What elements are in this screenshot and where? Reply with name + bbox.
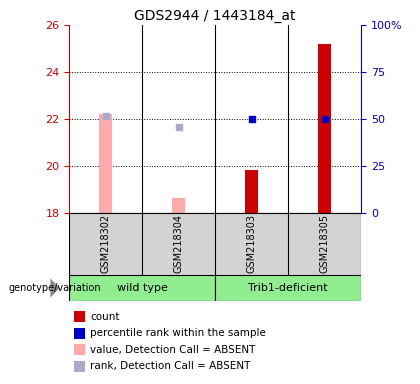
Bar [215,275,361,301]
Text: Trib1-deficient: Trib1-deficient [248,283,328,293]
Bar [172,198,185,213]
Text: GSM218304: GSM218304 [174,214,184,273]
Text: GSM218305: GSM218305 [320,214,330,273]
Bar [99,114,113,213]
Bar [245,170,258,213]
Text: GSM218302: GSM218302 [101,214,111,273]
Text: value, Detection Call = ABSENT: value, Detection Call = ABSENT [90,345,256,355]
Text: genotype/variation: genotype/variation [8,283,101,293]
Title: GDS2944 / 1443184_at: GDS2944 / 1443184_at [134,8,296,23]
Text: count: count [90,312,120,322]
Text: percentile rank within the sample: percentile rank within the sample [90,328,266,338]
Bar [318,44,331,213]
Text: GSM218303: GSM218303 [247,214,257,273]
Text: rank, Detection Call = ABSENT: rank, Detection Call = ABSENT [90,361,251,371]
Text: wild type: wild type [117,283,168,293]
Bar [69,275,215,301]
Polygon shape [50,278,60,298]
